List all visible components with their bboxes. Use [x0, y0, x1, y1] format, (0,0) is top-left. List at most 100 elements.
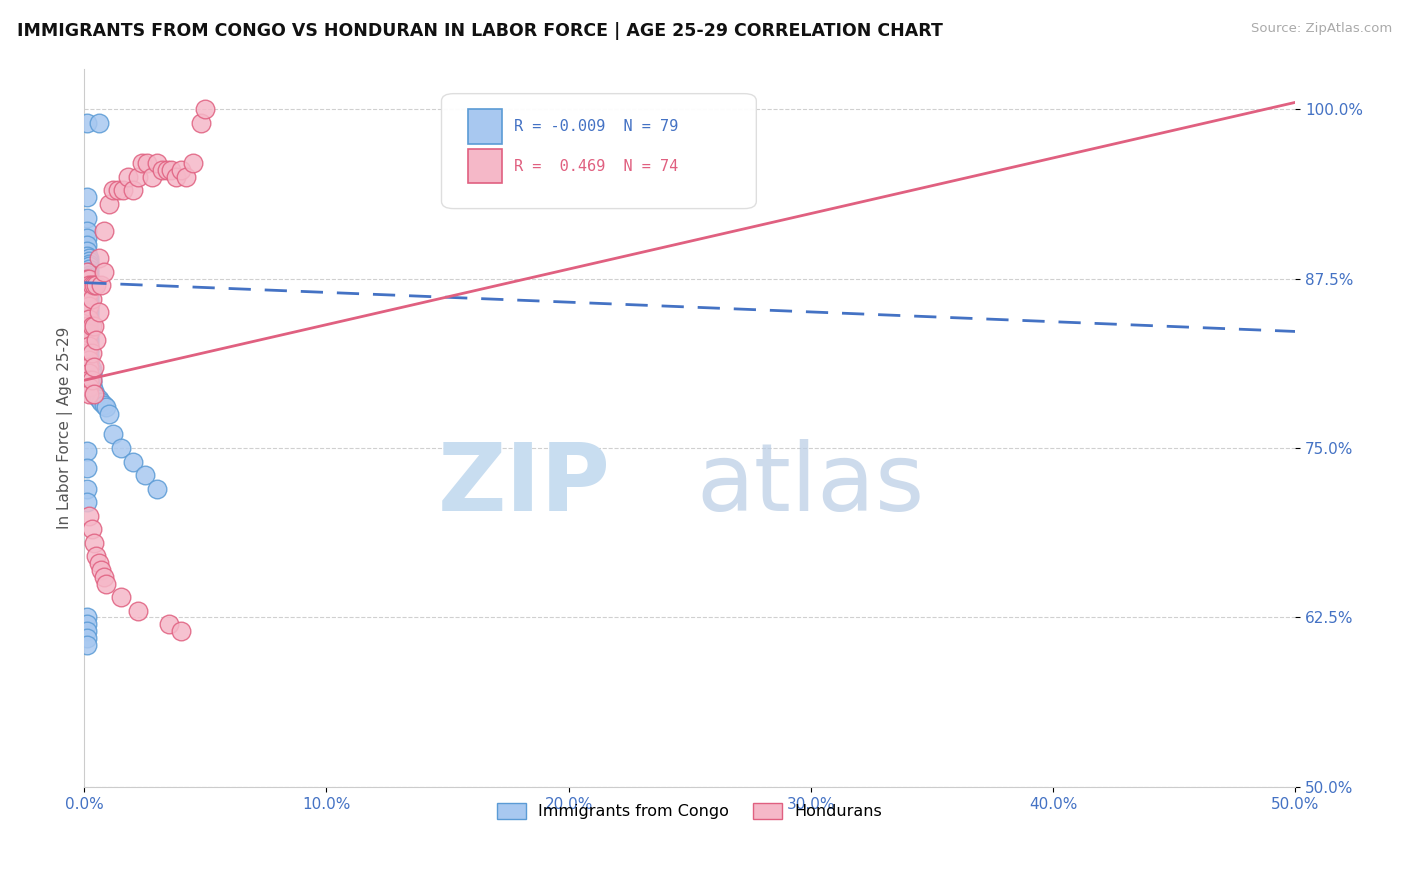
Point: [103, 184, 125, 198]
Point: [77, 380, 100, 394]
Point: [83, 384, 105, 398]
Point: [93, 224, 115, 238]
Point: [76, 116, 98, 130]
Point: [80, 373, 103, 387]
Point: [77, 312, 100, 326]
Point: [77, 386, 100, 401]
Point: [94, 576, 117, 591]
Text: atlas: atlas: [697, 439, 925, 531]
Point: [77, 349, 100, 363]
Point: [80, 362, 103, 376]
Point: [77, 508, 100, 523]
Point: [80, 278, 103, 293]
Point: [77, 322, 100, 336]
Point: [77, 252, 100, 266]
Point: [93, 570, 115, 584]
Point: [76, 461, 98, 475]
Point: [77, 325, 100, 339]
FancyBboxPatch shape: [468, 110, 502, 144]
Text: IMMIGRANTS FROM CONGO VS HONDURAN IN LABOR FORCE | AGE 25-29 CORRELATION CHART: IMMIGRANTS FROM CONGO VS HONDURAN IN LAB…: [17, 22, 943, 40]
Point: [77, 299, 100, 313]
Point: [156, 163, 179, 178]
Point: [90, 395, 112, 409]
Point: [77, 338, 100, 352]
Point: [121, 454, 143, 468]
Point: [90, 278, 112, 293]
Point: [90, 563, 112, 577]
Point: [146, 156, 169, 170]
Point: [150, 163, 173, 178]
Point: [121, 184, 143, 198]
Point: [83, 386, 105, 401]
Text: R = -0.009  N = 79: R = -0.009 N = 79: [515, 120, 679, 134]
Point: [80, 522, 103, 536]
Point: [87, 305, 110, 319]
Point: [86, 278, 108, 293]
Point: [77, 313, 100, 327]
Point: [77, 294, 100, 309]
Point: [76, 224, 98, 238]
Point: [160, 163, 183, 178]
Point: [86, 390, 108, 404]
Point: [77, 302, 100, 317]
Point: [77, 327, 100, 342]
Point: [77, 352, 100, 367]
Point: [77, 257, 100, 271]
Point: [181, 156, 204, 170]
Point: [83, 318, 105, 333]
Point: [76, 333, 98, 347]
FancyBboxPatch shape: [441, 94, 756, 209]
Point: [107, 184, 129, 198]
Point: [77, 305, 100, 319]
Point: [76, 271, 98, 285]
Point: [77, 359, 100, 374]
Point: [76, 237, 98, 252]
Point: [77, 333, 100, 347]
Point: [174, 169, 197, 184]
Point: [76, 278, 98, 293]
Point: [165, 169, 187, 184]
Text: Source: ZipAtlas.com: Source: ZipAtlas.com: [1251, 22, 1392, 36]
Point: [80, 376, 103, 390]
Point: [77, 308, 100, 322]
Point: [110, 441, 132, 455]
Point: [76, 638, 98, 652]
Point: [80, 346, 103, 360]
Point: [194, 102, 217, 116]
Point: [93, 265, 115, 279]
Point: [76, 495, 98, 509]
Point: [77, 271, 100, 285]
Point: [76, 610, 98, 624]
Point: [76, 299, 98, 313]
Point: [77, 276, 100, 290]
Point: [77, 265, 100, 279]
Point: [157, 617, 180, 632]
Point: [80, 381, 103, 395]
Legend: Immigrants from Congo, Hondurans: Immigrants from Congo, Hondurans: [491, 797, 889, 825]
Point: [131, 156, 153, 170]
Point: [77, 268, 100, 282]
Point: [76, 631, 98, 645]
Point: [93, 398, 115, 412]
Point: [77, 316, 100, 330]
Point: [86, 333, 108, 347]
Point: [76, 318, 98, 333]
Point: [97, 407, 120, 421]
Point: [77, 273, 100, 287]
Point: [76, 617, 98, 632]
Point: [76, 248, 98, 262]
Point: [77, 335, 100, 350]
Point: [77, 289, 100, 303]
Point: [77, 300, 100, 314]
Point: [77, 354, 100, 368]
Point: [76, 244, 98, 259]
Point: [76, 190, 98, 204]
Point: [136, 156, 159, 170]
Point: [141, 169, 163, 184]
Point: [76, 211, 98, 225]
Point: [77, 278, 100, 293]
Point: [77, 343, 100, 358]
Point: [127, 604, 149, 618]
Point: [110, 590, 132, 604]
Point: [77, 284, 100, 298]
